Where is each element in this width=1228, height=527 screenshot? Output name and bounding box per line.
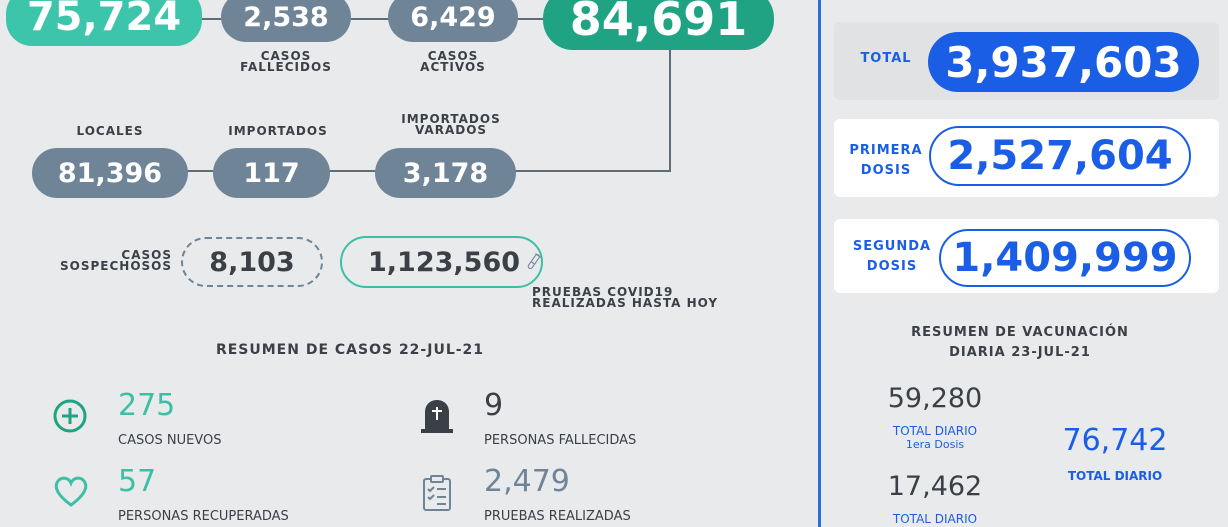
test-tube-icon <box>527 253 541 270</box>
active-pill: 6,429 <box>388 0 518 42</box>
vaccine-first-daily-label: TOTAL DIARIO 1era Dosis <box>892 424 978 451</box>
vertical-divider <box>818 0 821 527</box>
summary-title: RESUMEN DE CASOS 22-JUL-21 <box>215 342 485 358</box>
active-value: 6,429 <box>410 1 496 33</box>
clipboard-checklist-icon <box>423 475 451 511</box>
vaccine-total-daily-label: TOTAL DIARIO <box>1067 469 1163 483</box>
recovered-label: PERSONAS RECUPERADAS <box>118 509 289 524</box>
varados-pill: 3,178 <box>375 148 516 198</box>
total-cases-value: 84,691 <box>569 0 748 46</box>
tests-daily-label: PRUEBAS REALIZADAS <box>484 509 631 524</box>
active-label: CASOS ACTIVOS <box>420 49 486 74</box>
tests-daily-value: 2,479 <box>484 464 570 499</box>
vaccine-total-pill: 3,937,603 <box>928 32 1199 92</box>
suspects-pill: 8,103 <box>181 237 323 287</box>
recovered-total-value: 75,724 <box>26 0 182 40</box>
connector-right-vertical <box>669 40 671 170</box>
total-cases-pill: 84,691 <box>543 0 774 50</box>
deaths-value: 2,538 <box>243 1 329 33</box>
recovered-total-pill: 75,724 <box>6 0 202 46</box>
vaccine-second-card <box>834 219 1219 293</box>
vaccine-daily-title: RESUMEN DE VACUNACIÓN DIARIA 23-JUL-21 <box>911 325 1129 360</box>
recovered-value: 57 <box>118 464 157 499</box>
vaccine-first-daily-value: 59,280 <box>887 383 983 414</box>
tests-pill: 1,123,560 <box>340 236 543 288</box>
heart-icon <box>54 476 88 507</box>
vaccine-first-value: 2,527,604 <box>947 133 1173 179</box>
locales-pill: 81,396 <box>32 148 188 198</box>
suspects-label: CASOS SOSPECHOSOS <box>60 248 173 273</box>
vaccine-second-value: 1,409,999 <box>952 235 1178 281</box>
vaccine-total-label: TOTAL <box>860 51 912 66</box>
vaccine-first-pill: 2,527,604 <box>929 126 1191 186</box>
deaths-daily-value: 9 <box>484 388 504 423</box>
deaths-daily-label: PERSONAS FALLECIDAS <box>484 433 637 448</box>
suspects-value: 8,103 <box>209 246 295 278</box>
vaccine-second-daily-label: TOTAL DIARIO <box>892 512 978 526</box>
connector-top <box>200 18 550 20</box>
plus-circle-icon <box>53 399 87 433</box>
tests-value: 1,123,560 <box>368 246 521 278</box>
importados-label: IMPORTADOS <box>228 124 328 138</box>
vaccine-first-label: PRIMERA DOSIS <box>849 143 923 178</box>
new-cases-value: 275 <box>118 388 176 423</box>
varados-value: 3,178 <box>402 157 489 189</box>
tombstone-icon <box>421 400 453 433</box>
tests-label: PRUEBAS COVID19 REALIZADAS HASTA HOY <box>532 285 719 310</box>
importados-pill: 117 <box>213 148 330 198</box>
vaccine-second-pill: 1,409,999 <box>939 229 1191 287</box>
importados-value: 117 <box>243 157 300 189</box>
vaccine-total-daily-value: 76,742 <box>1062 423 1168 458</box>
locales-label: LOCALES <box>76 124 144 138</box>
locales-value: 81,396 <box>57 157 163 189</box>
deaths-pill: 2,538 <box>221 0 351 42</box>
deaths-label: CASOS FALLECIDOS <box>240 49 332 74</box>
vaccine-second-daily-value: 17,462 <box>887 471 983 502</box>
new-cases-label: CASOS NUEVOS <box>118 433 222 448</box>
varados-label: IMPORTADOS VARADOS <box>401 112 501 137</box>
vaccine-second-label: SEGUNDA DOSIS <box>852 239 932 274</box>
vaccine-total-value: 3,937,603 <box>945 37 1182 87</box>
